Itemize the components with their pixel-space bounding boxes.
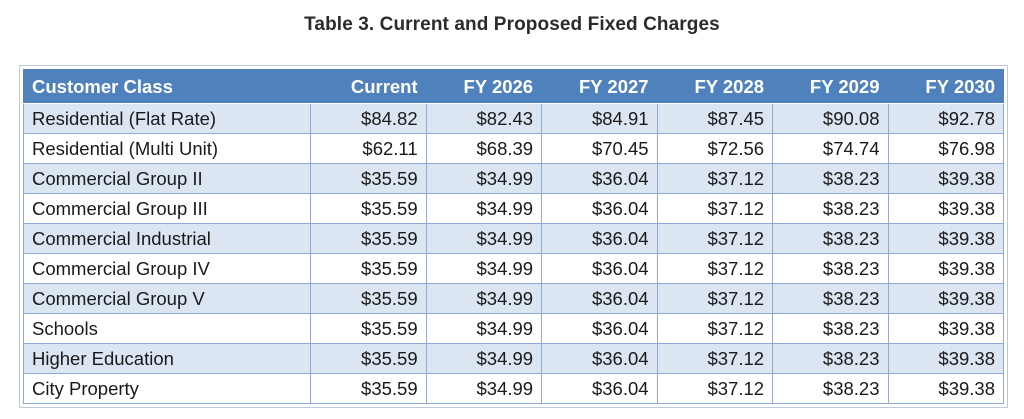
charge-cell: $92.78 — [887, 103, 1005, 134]
customer-class-cell: Commercial Industrial — [22, 223, 312, 254]
charge-cell: $39.38 — [887, 253, 1005, 284]
charge-cell: $37.12 — [656, 223, 774, 254]
charge-cell: $39.38 — [887, 193, 1005, 224]
customer-class-cell: Commercial Group III — [22, 193, 312, 224]
table-row: Higher Education $35.59 $34.99 $36.04 $37.12… — [22, 343, 1005, 374]
column-header-fy-2029: FY 2029 — [772, 69, 889, 104]
charge-cell: $36.04 — [541, 373, 658, 404]
table-row: Commercial Group III $35.59 $34.99 $36.04 $3… — [22, 193, 1005, 224]
charge-cell: $36.04 — [541, 313, 658, 344]
charge-cell: $37.12 — [656, 163, 774, 194]
charge-cell: $37.12 — [656, 283, 774, 314]
charge-cell: $36.04 — [541, 163, 658, 194]
charge-cell: $39.38 — [887, 343, 1005, 374]
table-row: Commercial Group IV $35.59 $34.99 $36.04 $37… — [22, 253, 1005, 284]
charge-cell: $34.99 — [425, 283, 543, 314]
charge-cell: $74.74 — [772, 133, 889, 164]
charge-cell: $34.99 — [425, 163, 543, 194]
charge-cell: $34.99 — [425, 313, 543, 344]
charge-cell: $72.56 — [656, 133, 774, 164]
table-header-row: Customer Class Current FY 2026 FY 2027 F… — [22, 69, 1005, 104]
charge-cell: $35.59 — [310, 313, 427, 344]
charge-cell: $35.59 — [310, 343, 427, 374]
charge-cell: $34.99 — [425, 253, 543, 284]
column-header-fy-2026: FY 2026 — [425, 69, 543, 104]
column-header-customer-class: Customer Class — [22, 69, 312, 104]
charge-cell: $76.98 — [887, 133, 1005, 164]
charge-cell: $84.82 — [310, 103, 427, 134]
charge-cell: $35.59 — [310, 283, 427, 314]
column-header-fy-2030: FY 2030 — [887, 69, 1005, 104]
table-body: Residential (Flat Rate) $84.82 $82.43 $84.9… — [22, 103, 1005, 404]
charge-cell: $34.99 — [425, 373, 543, 404]
table-row: Commercial Group V $35.59 $34.99 $36.04 $37.… — [22, 283, 1005, 314]
customer-class-cell: Commercial Group V — [22, 283, 312, 314]
table-title: Table 3. Current and Proposed Fixed Char… — [304, 14, 720, 35]
charge-cell: $35.59 — [310, 193, 427, 224]
charge-cell: $35.59 — [310, 373, 427, 404]
charge-cell: $38.23 — [772, 373, 889, 404]
charge-cell: $34.99 — [425, 343, 543, 374]
column-header-fy-2027: FY 2027 — [541, 69, 658, 104]
charge-cell: $62.11 — [310, 133, 427, 164]
charge-cell: $37.12 — [656, 373, 774, 404]
charge-cell: $39.38 — [887, 373, 1005, 404]
charge-cell: $36.04 — [541, 343, 658, 374]
charge-cell: $38.23 — [772, 193, 889, 224]
charge-cell: $39.38 — [887, 223, 1005, 254]
customer-class-cell: Higher Education — [22, 343, 312, 374]
charge-cell: $39.38 — [887, 283, 1005, 314]
charge-cell: $90.08 — [772, 103, 889, 134]
column-header-fy-2028: FY 2028 — [656, 69, 774, 104]
charge-cell: $37.12 — [656, 193, 774, 224]
customer-class-cell: Residential (Multi Unit) — [22, 133, 312, 164]
charge-cell: $70.45 — [541, 133, 658, 164]
charge-cell: $38.23 — [772, 163, 889, 194]
charge-cell: $37.12 — [656, 313, 774, 344]
charge-cell: $39.38 — [887, 313, 1005, 344]
charge-cell: $37.12 — [656, 343, 774, 374]
charge-cell: $38.23 — [772, 253, 889, 284]
charge-cell: $37.12 — [656, 253, 774, 284]
charge-cell: $36.04 — [541, 223, 658, 254]
charge-cell: $36.04 — [541, 283, 658, 314]
customer-class-cell: City Property — [22, 373, 312, 404]
charge-cell: $34.99 — [425, 193, 543, 224]
charge-cell: $39.38 — [887, 163, 1005, 194]
charge-cell: $82.43 — [425, 103, 543, 134]
table-row: Schools $35.59 $34.99 $36.04 $37.12 $38.23 $39… — [22, 313, 1005, 344]
table-row: Residential (Multi Unit) $62.11 $68.39 $70.… — [22, 133, 1005, 164]
charge-cell: $84.91 — [541, 103, 658, 134]
customer-class-cell: Commercial Group II — [22, 163, 312, 194]
fixed-charges-table: Customer Class Current FY 2026 FY 2027 F… — [22, 69, 1005, 404]
customer-class-cell: Commercial Group IV — [22, 253, 312, 284]
charge-cell: $38.23 — [772, 313, 889, 344]
charge-cell: $34.99 — [425, 223, 543, 254]
charge-cell: $35.59 — [310, 223, 427, 254]
table-row: Commercial Industrial $35.59 $34.99 $36.04 $… — [22, 223, 1005, 254]
table-row: Residential (Flat Rate) $84.82 $82.43 $84.9… — [22, 103, 1005, 134]
charge-cell: $35.59 — [310, 163, 427, 194]
table-row: Commercial Group II $35.59 $34.99 $36.04 $37… — [22, 163, 1005, 194]
charge-cell: $36.04 — [541, 193, 658, 224]
charge-cell: $38.23 — [772, 343, 889, 374]
charge-cell: $38.23 — [772, 223, 889, 254]
charge-cell: $87.45 — [656, 103, 774, 134]
table-row: City Property $35.59 $34.99 $36.04 $37.12 $38… — [22, 373, 1005, 404]
charge-cell: $36.04 — [541, 253, 658, 284]
charge-cell: $38.23 — [772, 283, 889, 314]
customer-class-cell: Residential (Flat Rate) — [22, 103, 312, 134]
charge-cell: $35.59 — [310, 253, 427, 284]
customer-class-cell: Schools — [22, 313, 312, 344]
column-header-current: Current — [310, 69, 427, 104]
charge-cell: $68.39 — [425, 133, 543, 164]
